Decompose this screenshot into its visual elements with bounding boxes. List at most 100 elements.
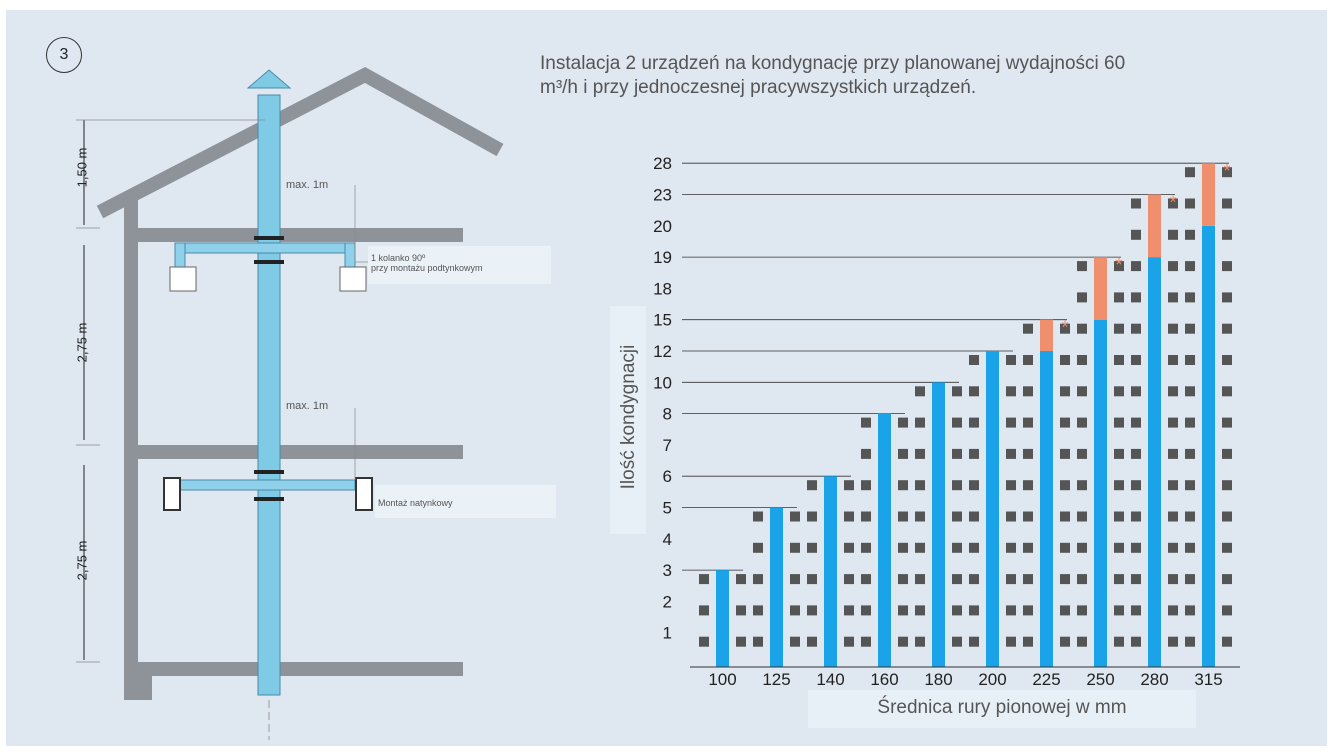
device-square <box>753 605 763 616</box>
floor-1 <box>138 228 463 242</box>
floor-2 <box>138 445 463 459</box>
device-square <box>915 386 925 397</box>
device-square <box>807 605 817 616</box>
device-square <box>790 636 800 647</box>
device-square <box>1006 355 1016 365</box>
device-square <box>1168 261 1178 272</box>
figure-title: Instalacja 2 urządzeń na kondygnację prz… <box>540 53 1126 98</box>
bar-200 <box>986 351 999 667</box>
callout-top-line1: 1 kolanko 90º <box>371 253 426 263</box>
device-square <box>1168 480 1178 491</box>
device-bottom-right <box>355 477 373 511</box>
ylabel-box <box>610 306 646 534</box>
device-square <box>1006 511 1016 522</box>
device-square <box>1023 386 1033 397</box>
device-square <box>844 480 854 491</box>
x-tick-label: 250 <box>1086 670 1114 689</box>
y-tick-label: 7 <box>663 436 672 455</box>
star-marker: * <box>1061 318 1068 338</box>
y-tick-label: 19 <box>653 248 672 267</box>
bar-250 <box>1094 319 1107 667</box>
device-square <box>807 511 817 522</box>
device-square <box>898 480 908 491</box>
device-square <box>1114 605 1124 616</box>
device-square <box>969 574 979 585</box>
roof <box>96 67 504 219</box>
bar-extension-250 <box>1094 257 1107 320</box>
device-square <box>1185 229 1195 240</box>
bar-225 <box>1040 351 1053 667</box>
device-square <box>1077 261 1087 272</box>
device-square <box>1060 355 1070 365</box>
device-square <box>1168 636 1178 647</box>
device-square <box>790 605 800 616</box>
device-square <box>1077 636 1087 647</box>
device-square <box>699 605 709 616</box>
device-square <box>1222 542 1232 553</box>
device-square <box>1077 323 1087 334</box>
device-square <box>915 511 925 522</box>
device-square <box>1185 323 1195 334</box>
bar-100 <box>716 570 729 667</box>
y-tick-label: 15 <box>653 311 672 330</box>
device-square <box>1222 636 1232 647</box>
device-square <box>1023 480 1033 491</box>
device-square <box>1222 574 1232 585</box>
device-square <box>1168 511 1178 522</box>
device-square <box>898 417 908 428</box>
device-square <box>1006 386 1016 397</box>
device-square <box>1114 511 1124 522</box>
device-square <box>753 636 763 647</box>
device-square <box>1114 574 1124 585</box>
device-square <box>1023 417 1033 428</box>
y-tick-label: 23 <box>653 186 672 205</box>
callout-bottom-text: Montaż natynkowy <box>378 498 453 508</box>
device-top-right <box>339 266 367 292</box>
device-square <box>969 355 979 365</box>
device-square <box>844 605 854 616</box>
device-square <box>898 636 908 647</box>
device-top-left <box>169 266 197 292</box>
device-square <box>1023 542 1033 553</box>
bar-280 <box>1148 257 1161 667</box>
max-label-bottom: max. 1m <box>286 400 329 412</box>
device-square <box>1114 448 1124 459</box>
bar-extension-280 <box>1148 194 1161 258</box>
bar-315 <box>1202 225 1215 668</box>
device-square <box>844 542 854 553</box>
device-square <box>969 417 979 428</box>
device-square <box>1222 355 1232 365</box>
callout-top: 1 kolanko 90º przy montażu podtynkowym <box>368 246 551 284</box>
device-square <box>1222 480 1232 491</box>
x-tick-label: 180 <box>924 670 952 689</box>
device-square <box>969 386 979 397</box>
device-square <box>753 511 763 522</box>
device-square <box>1168 542 1178 553</box>
device-square <box>1168 605 1178 616</box>
device-square <box>1060 542 1070 553</box>
device-square <box>969 511 979 522</box>
device-square <box>1185 261 1195 272</box>
device-square <box>1114 480 1124 491</box>
device-square <box>1185 542 1195 553</box>
device-square <box>952 542 962 553</box>
y-tick-label: 6 <box>663 467 672 486</box>
device-square <box>1185 198 1195 209</box>
device-square <box>898 574 908 585</box>
device-square <box>1023 574 1033 585</box>
device-square <box>736 574 746 585</box>
x-tick-label: 100 <box>708 670 736 689</box>
device-square <box>915 417 925 428</box>
y-tick-label: 3 <box>663 561 672 580</box>
device-square <box>1168 323 1178 334</box>
x-tick-label: 160 <box>870 670 898 689</box>
device-square <box>1131 448 1141 459</box>
device-square <box>1077 605 1087 616</box>
device-square <box>1222 605 1232 616</box>
device-square <box>807 636 817 647</box>
device-square <box>898 511 908 522</box>
device-square <box>915 542 925 553</box>
device-square <box>1060 605 1070 616</box>
